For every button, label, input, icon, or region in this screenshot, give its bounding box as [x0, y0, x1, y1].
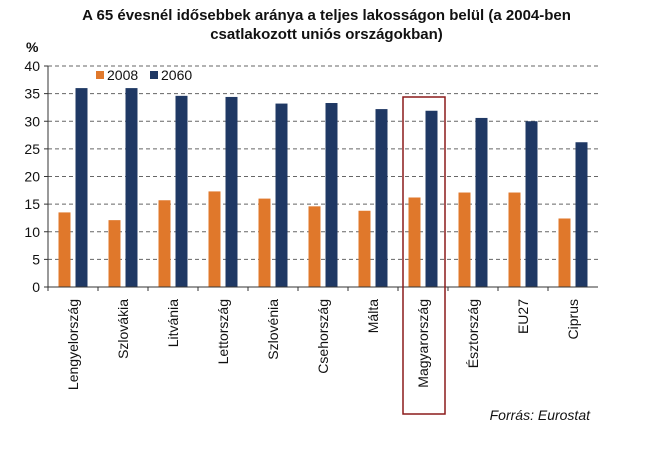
source-note: Forrás: Eurostat — [490, 407, 591, 423]
bar-2008-Ciprus — [558, 218, 571, 287]
x-category-label: Csehország — [315, 299, 331, 374]
y-tick-label: 20 — [24, 169, 40, 185]
bar-2060-Málta — [375, 109, 388, 287]
bar-2008-Szlovénia — [258, 198, 271, 287]
y-axis-unit-label: % — [26, 39, 39, 55]
bar-2008-Csehország — [308, 206, 321, 287]
x-category-label: EU27 — [515, 299, 531, 334]
y-tick-label: 5 — [32, 251, 40, 267]
legend-label-2060: 2060 — [161, 67, 192, 83]
y-tick-label: 15 — [24, 196, 40, 212]
bar-2008-Litvánia — [158, 200, 171, 287]
legend: 2008 2060 — [96, 67, 192, 83]
legend-swatch-2060 — [150, 71, 158, 79]
x-category-label: Szlovákia — [115, 299, 131, 359]
chart-title-line-2: csatlakozott uniós országokban) — [210, 26, 443, 43]
x-category-labels: Lengyelország Szlovákia Litvánia Lettország… — [65, 299, 581, 390]
bar-2060-Ciprus — [575, 142, 588, 287]
y-tick-label: 35 — [24, 86, 40, 102]
bar-2008-Magyarország — [408, 197, 421, 287]
x-category-label: Lengyelország — [65, 299, 81, 390]
bar-2008-Málta — [358, 210, 371, 287]
x-category-label: Lettország — [215, 299, 231, 364]
bar-2060-Litvánia — [175, 95, 188, 288]
x-category-label: Szlovénia — [265, 299, 281, 360]
bar-2008-Lettország — [208, 191, 221, 287]
bar-2060-Szlovákia — [125, 88, 138, 287]
bar-2060-Magyarország — [425, 110, 438, 287]
y-tick-label: 10 — [24, 224, 40, 240]
legend-swatch-2008 — [96, 71, 104, 79]
y-tick-label: 30 — [24, 113, 40, 129]
axes — [47, 66, 598, 291]
bar-2008-EU27 — [508, 192, 521, 287]
bar-2008-Szlovákia — [108, 220, 121, 287]
bar-2060-EU27 — [525, 121, 538, 287]
y-tick-label: 25 — [24, 141, 40, 157]
x-category-label: Magyarország — [415, 299, 431, 388]
bar-2060-Lettország — [225, 96, 238, 287]
y-tick-labels: 0 5 10 15 20 25 30 35 40 — [24, 58, 40, 295]
highlight-box-group — [402, 96, 446, 415]
x-category-label: Észtország — [465, 299, 481, 368]
bar-2060-Csehország — [325, 103, 338, 287]
bar-2060-Szlovénia — [275, 103, 288, 287]
chart-title-line-1: A 65 évesnél idősebbek aránya a teljes l… — [82, 7, 571, 24]
bar-2008-Lengyelország — [58, 212, 71, 287]
chart-title: A 65 évesnél idősebbek aránya a teljes l… — [0, 6, 653, 44]
bar-2060-Észtország — [475, 117, 488, 287]
grid-lines — [44, 65, 598, 288]
highlight-box — [402, 96, 446, 415]
bar-2060-Lengyelország — [75, 88, 88, 287]
x-category-label: Ciprus — [565, 299, 581, 339]
x-category-label: Málta — [365, 299, 381, 333]
legend-label-2008: 2008 — [107, 67, 138, 83]
y-tick-label: 0 — [32, 279, 40, 295]
bars — [58, 88, 588, 288]
y-tick-label: 40 — [24, 58, 40, 74]
bar-2008-Észtország — [458, 192, 471, 287]
x-category-label: Litvánia — [165, 299, 181, 347]
